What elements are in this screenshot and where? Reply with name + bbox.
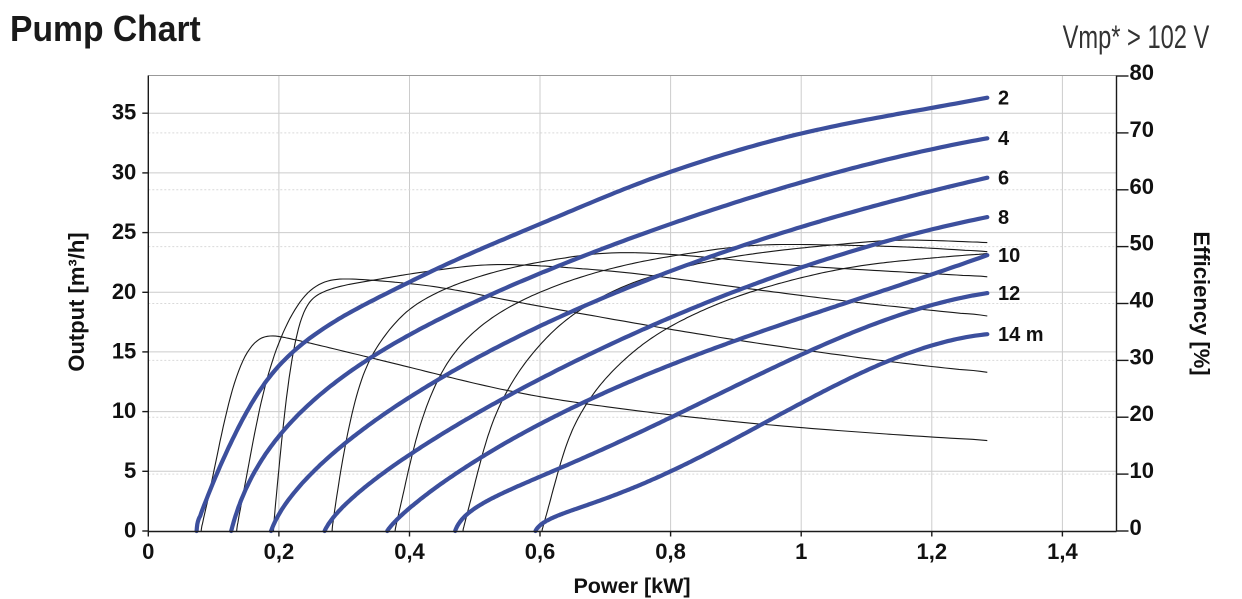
svg-text:0,4: 0,4 <box>394 539 425 564</box>
svg-text:10: 10 <box>998 245 1020 267</box>
svg-text:Output [m³/h]: Output [m³/h] <box>64 232 89 371</box>
svg-text:0,8: 0,8 <box>655 539 686 564</box>
svg-text:10: 10 <box>1130 458 1154 483</box>
svg-text:6: 6 <box>998 168 1009 190</box>
svg-text:60: 60 <box>1130 174 1154 199</box>
svg-text:Efficiency [%]: Efficiency [%] <box>1189 231 1214 375</box>
svg-text:40: 40 <box>1130 288 1154 313</box>
svg-text:0,2: 0,2 <box>264 539 295 564</box>
svg-text:1: 1 <box>795 539 807 564</box>
svg-text:0,6: 0,6 <box>525 539 556 564</box>
svg-text:8: 8 <box>998 207 1009 229</box>
svg-text:20: 20 <box>1130 401 1154 426</box>
svg-text:12: 12 <box>998 283 1020 305</box>
svg-text:25: 25 <box>112 219 136 244</box>
svg-text:14 m: 14 m <box>998 324 1044 346</box>
svg-text:30: 30 <box>112 159 136 184</box>
svg-text:30: 30 <box>1130 344 1154 369</box>
svg-text:10: 10 <box>112 398 136 423</box>
svg-text:1,4: 1,4 <box>1047 539 1078 564</box>
svg-text:2: 2 <box>998 88 1009 110</box>
svg-text:15: 15 <box>112 338 136 363</box>
svg-text:1,2: 1,2 <box>917 539 948 564</box>
svg-text:0: 0 <box>142 539 154 564</box>
svg-text:50: 50 <box>1130 231 1154 256</box>
svg-text:5: 5 <box>124 458 136 483</box>
svg-text:4: 4 <box>998 128 1010 150</box>
svg-text:80: 80 <box>1130 60 1154 85</box>
svg-text:0: 0 <box>1130 515 1142 540</box>
svg-text:35: 35 <box>112 100 136 125</box>
svg-text:0: 0 <box>124 518 136 543</box>
svg-text:70: 70 <box>1130 117 1154 142</box>
svg-text:20: 20 <box>112 279 136 304</box>
svg-text:Power [kW]: Power [kW] <box>573 574 690 598</box>
